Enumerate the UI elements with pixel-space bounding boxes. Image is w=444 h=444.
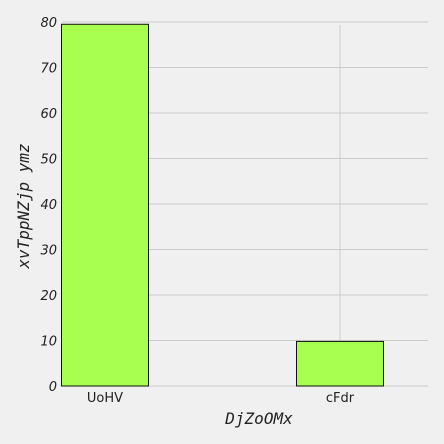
y-tick-label: 60 [40, 107, 57, 122]
x-axis-ticks: UoHV cFdr [87, 391, 355, 406]
x-tick-label: UoHV [87, 391, 123, 406]
bars [61, 23, 384, 387]
y-axis-ticks: 0 10 20 30 40 50 60 70 80 [40, 16, 57, 395]
y-tick-label: 10 [40, 335, 57, 350]
y-tick-label: 40 [40, 198, 57, 213]
bar-uohv [61, 23, 149, 387]
x-tick-label: cFdr [326, 391, 355, 406]
y-tick-label: 80 [40, 16, 57, 31]
y-tick-label: 50 [40, 153, 57, 168]
y-tick-label: 0 [49, 380, 57, 395]
x-axis-title: DjZoOMx [224, 409, 293, 428]
bar-cfdr [296, 340, 384, 387]
y-tick-label: 20 [40, 289, 57, 304]
y-tick-label: 30 [40, 244, 57, 259]
y-tick-label: 70 [40, 62, 57, 77]
y-axis-title: xvTppNZjp ymz [14, 143, 33, 269]
